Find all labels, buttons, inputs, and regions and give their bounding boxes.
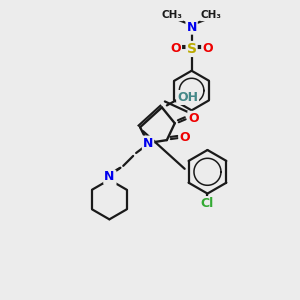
Text: O: O [170,42,181,56]
Text: CH₃: CH₃ [201,10,222,20]
Text: OH: OH [177,91,198,104]
Text: O: O [202,42,213,56]
Text: N: N [186,21,197,34]
Text: S: S [187,42,196,56]
Text: O: O [188,112,199,125]
Text: N: N [143,136,153,150]
Text: CH₃: CH₃ [161,10,182,20]
Text: N: N [104,170,115,183]
Text: Cl: Cl [201,197,214,210]
Text: N: N [105,171,116,184]
Text: O: O [179,130,190,144]
